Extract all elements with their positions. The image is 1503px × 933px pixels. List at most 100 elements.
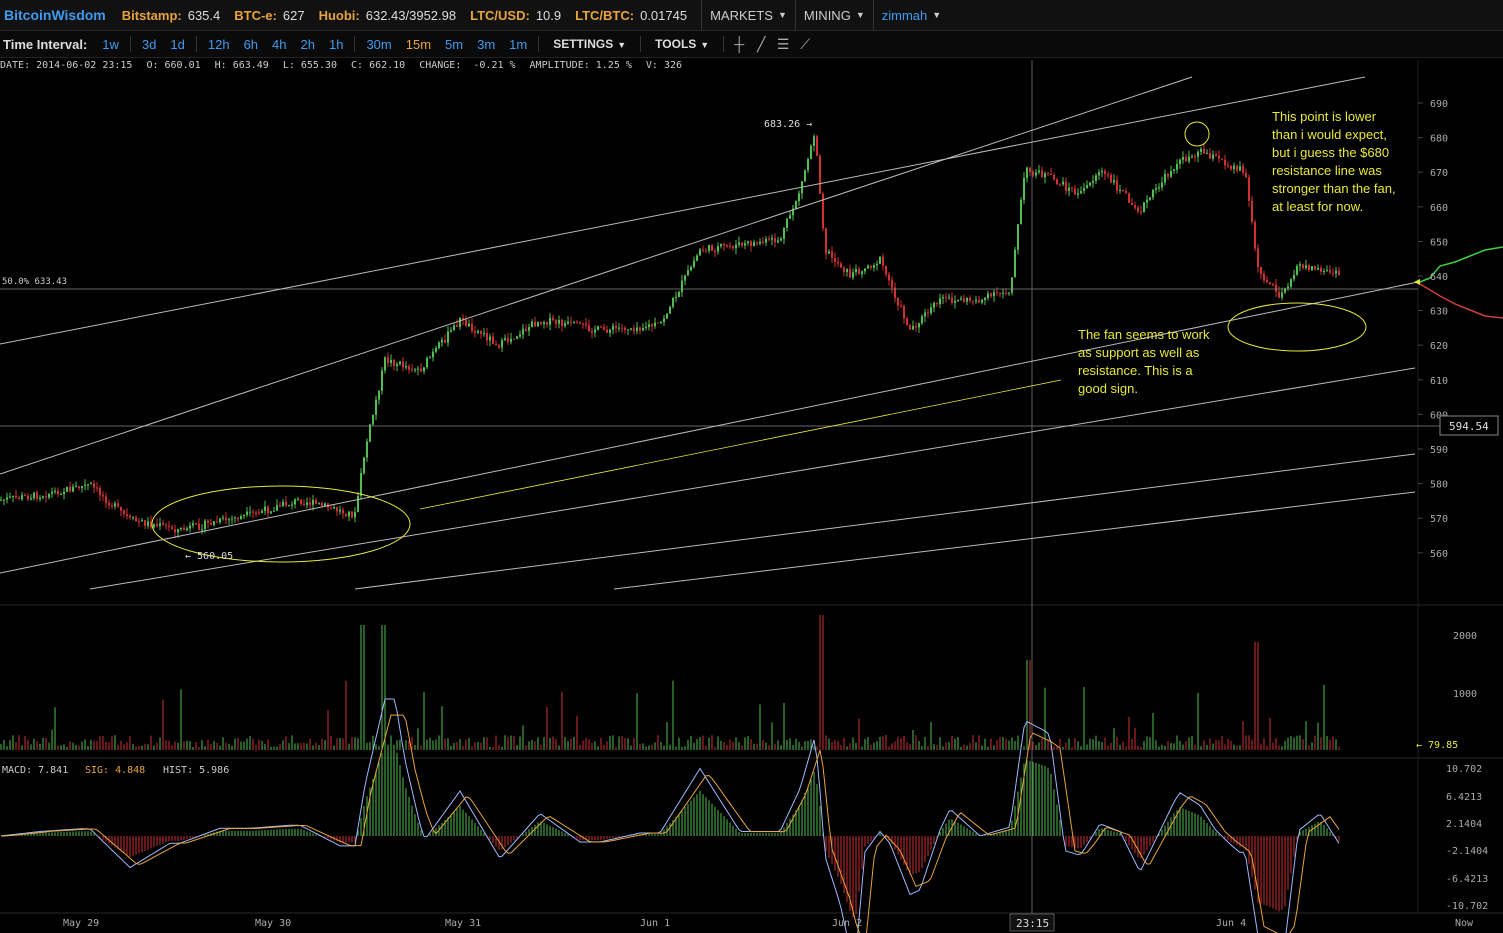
interval-1m[interactable]: 1m	[509, 36, 528, 52]
candle-body	[576, 322, 578, 324]
annotation-ellipse-right[interactable]	[1227, 302, 1367, 352]
volume-bar	[1113, 728, 1115, 750]
ticker-ltcusd[interactable]: LTC/USD: 10.9	[470, 8, 561, 23]
macd-hist-bar	[1224, 836, 1226, 839]
candle-body	[264, 506, 266, 511]
crosshair-icon[interactable]: ┼	[734, 36, 745, 52]
ticker-btce[interactable]: BTC-e: 627	[234, 8, 304, 23]
user-menu[interactable]: zimmah ▼	[872, 0, 949, 30]
tools-menu[interactable]: TOOLS ▼	[645, 37, 719, 51]
candle-body	[1185, 157, 1187, 162]
macd-hist-bar	[348, 836, 350, 843]
volume-bar	[72, 742, 74, 750]
settings-menu[interactable]: SETTINGS ▼	[543, 37, 636, 51]
markets-menu[interactable]: MARKETS ▼	[701, 0, 795, 30]
macd-hist-bar	[354, 836, 356, 843]
interval-12h[interactable]: 12h	[207, 36, 230, 52]
macd-line	[0, 698, 1340, 933]
fan-tool-icon[interactable]: ⟋	[800, 35, 811, 52]
note-resistance[interactable]: This point is lower than i would expect,…	[1272, 108, 1396, 216]
interval-6h[interactable]: 6h	[243, 36, 259, 52]
parallel-lines-icon[interactable]: ☰	[776, 35, 790, 52]
macd-hist-bar	[222, 830, 224, 836]
volume-bar	[120, 740, 122, 750]
macd-hist-bar	[459, 806, 461, 836]
candle-body	[711, 244, 713, 251]
price-tick: 590	[1430, 445, 1448, 456]
macd-hist-bar	[927, 836, 929, 856]
volume-bar	[1332, 736, 1334, 750]
fan-line-5[interactable]	[613, 491, 1416, 590]
macd-hist-bar	[1296, 836, 1298, 841]
candle-body	[804, 170, 806, 182]
candle-body	[471, 323, 473, 332]
candle-body	[1152, 189, 1154, 198]
volume-bar	[441, 706, 443, 750]
volume-bar	[1005, 738, 1007, 750]
volume-bar	[90, 739, 92, 750]
info-change: CHANGE: -0.21 %	[419, 60, 516, 71]
macd-hist-bar	[1125, 836, 1127, 842]
ticker-huobi[interactable]: Huobi: 632.43/3952.98	[319, 8, 457, 23]
mining-menu[interactable]: MINING ▼	[794, 0, 873, 30]
mining-menu-label: MINING	[803, 7, 851, 23]
interval-2h[interactable]: 2h	[300, 36, 315, 52]
fan-line-1[interactable]	[0, 76, 1193, 475]
volume-bar	[702, 735, 704, 750]
interval-3m[interactable]: 3m	[477, 36, 496, 52]
volume-bar	[822, 615, 824, 750]
candle-body	[18, 497, 20, 499]
interval-1d[interactable]: 1d	[170, 36, 185, 52]
candle-body	[1176, 164, 1178, 170]
volume-bar	[1095, 735, 1097, 750]
interval-1w[interactable]: 1w	[102, 36, 119, 52]
candle-body	[726, 245, 728, 247]
candle-body	[186, 528, 188, 531]
macd-hist-bar	[489, 836, 491, 840]
fan-line-3[interactable]	[89, 367, 1416, 590]
macd-hist-bar	[396, 752, 398, 836]
interval-1h[interactable]: 1h	[328, 36, 344, 52]
resistance-trend-line[interactable]	[0, 76, 1366, 345]
note-support[interactable]: The fan seems to work as support as well…	[1078, 326, 1210, 398]
candle-body	[879, 256, 881, 264]
macd-hist-bar	[213, 832, 215, 836]
ticker-name: LTC/BTC:	[575, 7, 635, 23]
candle-body	[1035, 172, 1037, 176]
candle-body	[1320, 267, 1322, 272]
fan-line-4[interactable]	[354, 453, 1416, 590]
annotation-ellipse-left[interactable]	[151, 485, 411, 563]
volume-bar	[633, 738, 635, 750]
brand-logo[interactable]: BitcoinWisdom	[4, 7, 106, 23]
ticker-ltcbtc[interactable]: LTC/BTC: 0.01745	[575, 8, 687, 23]
macd-hist-bar	[168, 836, 170, 842]
macd-hist-bar	[1206, 822, 1208, 836]
interval-30m[interactable]: 30m	[366, 36, 392, 52]
volume-bar	[696, 738, 698, 750]
macd-hist-bar	[669, 823, 671, 836]
volume-bar	[1185, 741, 1187, 750]
line-tool-icon[interactable]: ╱	[756, 35, 766, 52]
candle-body	[816, 136, 818, 156]
annotation-circle[interactable]	[1184, 121, 1210, 147]
volume-bar	[807, 740, 809, 750]
volume-bar	[498, 745, 500, 750]
macd-hist-bar	[546, 824, 548, 836]
info-volume: V: 326	[645, 60, 683, 71]
interval-5m[interactable]: 5m	[445, 36, 464, 52]
volume-bar	[612, 735, 614, 750]
interval-15m[interactable]: 15m	[405, 36, 432, 52]
volume-bar	[840, 745, 842, 750]
macd-hist-bar	[990, 833, 992, 836]
macd-hist-bar	[765, 833, 767, 836]
candle-body	[1080, 190, 1082, 194]
interval-3d[interactable]: 3d	[141, 36, 157, 52]
candle-body	[429, 357, 431, 359]
annotation-line[interactable]	[419, 379, 1062, 510]
ticker-bitstamp[interactable]: Bitstamp: 635.4	[122, 8, 221, 23]
volume-bar	[42, 737, 44, 750]
macd-hist-bar	[1293, 836, 1295, 857]
candle-body	[183, 527, 185, 531]
candle-body	[525, 328, 527, 331]
interval-4h[interactable]: 4h	[272, 36, 287, 52]
